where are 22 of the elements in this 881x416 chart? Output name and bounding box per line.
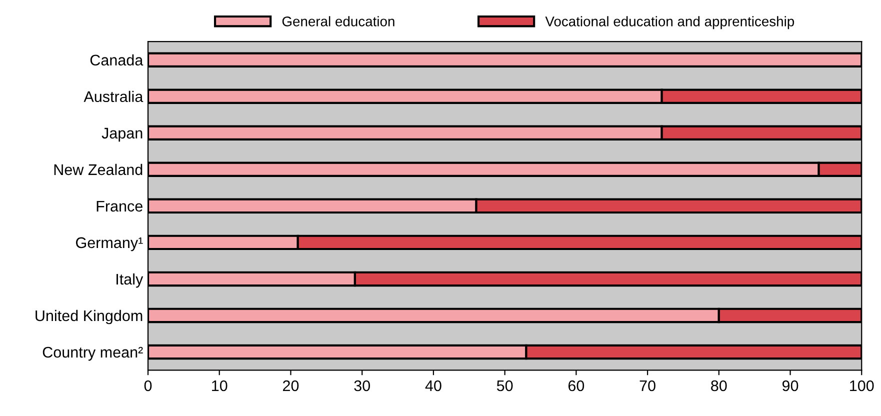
x-tick-label: 60 [568,380,584,392]
y-tick-label: France [96,200,142,212]
y-tick-label: Australia [84,90,144,102]
x-tick-label: 50 [496,380,513,392]
y-tick-label: Canada [90,54,144,66]
legend-label: General education [282,16,394,26]
x-tick-label: 10 [212,380,228,392]
x-tick-label: 100 [850,380,874,392]
legend-label: Vocational education and apprenticeship [545,16,794,30]
y-tick-label: Japan [102,128,142,142]
y-tick-label: United Kingdom [36,310,142,324]
y-tick-label: Country mean² [42,346,143,361]
y-tick-label: Italy [116,273,144,288]
x-tick-label: 0 [144,380,152,392]
x-tick-label: 70 [640,380,656,392]
x-tick-label: 30 [354,380,370,392]
x-tick-label: 20 [283,380,299,392]
x-tick-label: 90 [782,380,798,392]
y-tick-label: New Zealand [54,164,142,176]
x-tick-label: 80 [711,380,727,392]
y-tick-label: Germany¹ [76,237,143,252]
x-tick-label: 40 [425,380,442,392]
